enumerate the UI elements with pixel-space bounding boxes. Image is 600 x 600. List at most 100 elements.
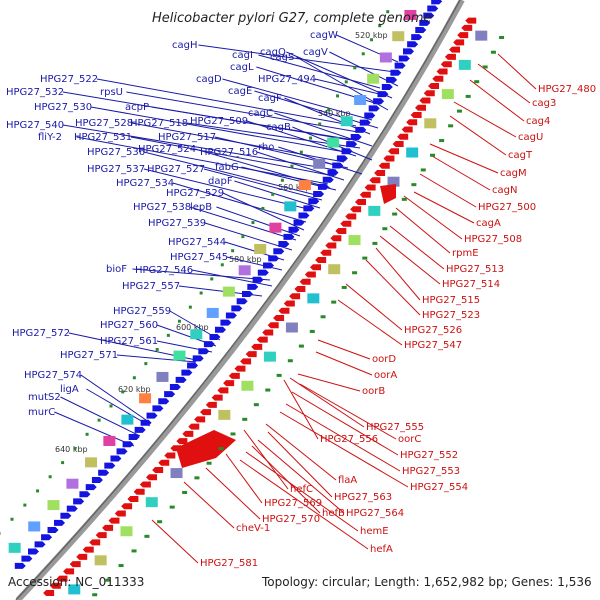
gene-reverse [82, 546, 94, 553]
gc-mark [420, 168, 426, 172]
gene-reverse [436, 68, 448, 75]
gc-mark [392, 212, 398, 216]
gene-forward [364, 112, 376, 119]
gene-label-reverse: HPG27_547 [404, 340, 462, 351]
leader-line [172, 182, 307, 223]
gene-forward [169, 383, 181, 390]
genome-info-text: Topology: circular; Length: 1,652,982 bp… [261, 575, 592, 589]
leader-line [257, 439, 345, 514]
gene-label-reverse: HPG27_553 [402, 466, 460, 477]
leader-line [279, 411, 409, 488]
gene-label-forward: HPG27_531 [74, 132, 132, 143]
leader-line [429, 143, 499, 174]
gc-mark [448, 124, 454, 128]
gene-forward [317, 183, 329, 190]
gene-reverse [267, 322, 279, 329]
leader-line [317, 339, 371, 360]
leader-line [234, 180, 321, 209]
leader-line [258, 54, 381, 89]
gene-forward [419, 19, 431, 26]
leader-line [419, 173, 477, 208]
gene-label-forward: fabG [215, 162, 239, 173]
gc-mark [10, 517, 14, 521]
gene-forward [423, 12, 435, 19]
gene-label-forward: cagD [196, 74, 222, 85]
map-title: Helicobacter pylori G27, complete genome [152, 11, 431, 26]
gene-reverse [69, 561, 81, 568]
leader-line [274, 112, 373, 147]
cog-block [263, 351, 276, 362]
gc-mark [73, 446, 77, 450]
leader-line [413, 191, 475, 224]
leader-line [297, 373, 361, 392]
gene-label-forward: cagV [303, 47, 328, 58]
gene-reverse [43, 590, 55, 597]
gene-reverse [415, 104, 427, 111]
gene-label-forward: HPG27_559 [113, 306, 171, 317]
gc-mark [253, 403, 259, 407]
gene-label-reverse: flaA [338, 475, 357, 486]
tick-group: 520 kbp 540 kbp 560 kbp 580 kbp 600 kbp 620 k… [55, 31, 388, 454]
cog-block [379, 52, 392, 63]
gene-reverse [211, 394, 223, 401]
gene-reverse [245, 351, 257, 358]
gene-forward [47, 527, 59, 534]
gene-reverse [453, 39, 465, 46]
gene-forward [427, 5, 439, 12]
gene-label-forward: HPG27_524 [138, 144, 196, 155]
gene-label-forward: HPG27_572 [12, 328, 70, 339]
gene-reverse [359, 191, 371, 198]
leader-line [291, 391, 399, 456]
leader-line [216, 206, 301, 237]
gene-reverse [102, 524, 114, 531]
gene-label-forward: rho [258, 142, 274, 153]
gene-forward [225, 312, 237, 319]
gene-label-forward: HPG27_529 [166, 188, 224, 199]
gene-label-forward: cagH [172, 40, 198, 51]
leader-line [151, 106, 355, 141]
leader-line [289, 377, 365, 428]
gene-forward [322, 176, 334, 183]
gene-label-forward: HPG27_557 [122, 281, 180, 292]
gene-forward [278, 241, 290, 248]
cog-block [368, 205, 381, 216]
leader-line [222, 192, 305, 231]
gene-label-forward: HPG27_518 [130, 118, 188, 129]
gene-forward [373, 98, 385, 105]
cog-block [327, 137, 340, 148]
leader-line [375, 247, 421, 301]
tick-label: 620 kbp [118, 385, 151, 394]
gene-label-reverse: hefA [370, 544, 393, 555]
gene-forward [14, 562, 26, 569]
gene-forward [110, 455, 122, 462]
tick-label: 640 kbp [55, 445, 88, 454]
gene-reverse [127, 495, 139, 502]
gene-reverse [374, 169, 386, 176]
gene-reverse [383, 155, 395, 162]
gc-mark [118, 564, 124, 568]
leader-line [365, 259, 421, 316]
gene-label-reverse: HPG27_569 [264, 498, 322, 509]
gc-mark [290, 164, 294, 168]
gene-label-forward: cagW [310, 30, 338, 41]
gene-reverse [158, 459, 170, 466]
gc-mark [206, 461, 212, 465]
leader-line [477, 63, 531, 104]
gc-mark [320, 315, 326, 319]
gc-mark [271, 192, 275, 196]
leader-line [151, 519, 199, 564]
gene-forward [288, 226, 300, 233]
leader-line [256, 151, 345, 181]
gene-forward [27, 548, 39, 555]
gene-forward [187, 362, 199, 369]
gc-mark [465, 94, 471, 98]
gc-mark [85, 432, 89, 436]
gene-reverse [345, 213, 357, 220]
gene-label-forward: HPG27_537 [87, 164, 145, 175]
gene-label-forward: murC [28, 407, 55, 418]
gene-forward [313, 191, 325, 198]
gene-reverse [56, 575, 68, 582]
cog-block [458, 59, 471, 70]
gene-label-forward: cagQ [260, 47, 286, 58]
